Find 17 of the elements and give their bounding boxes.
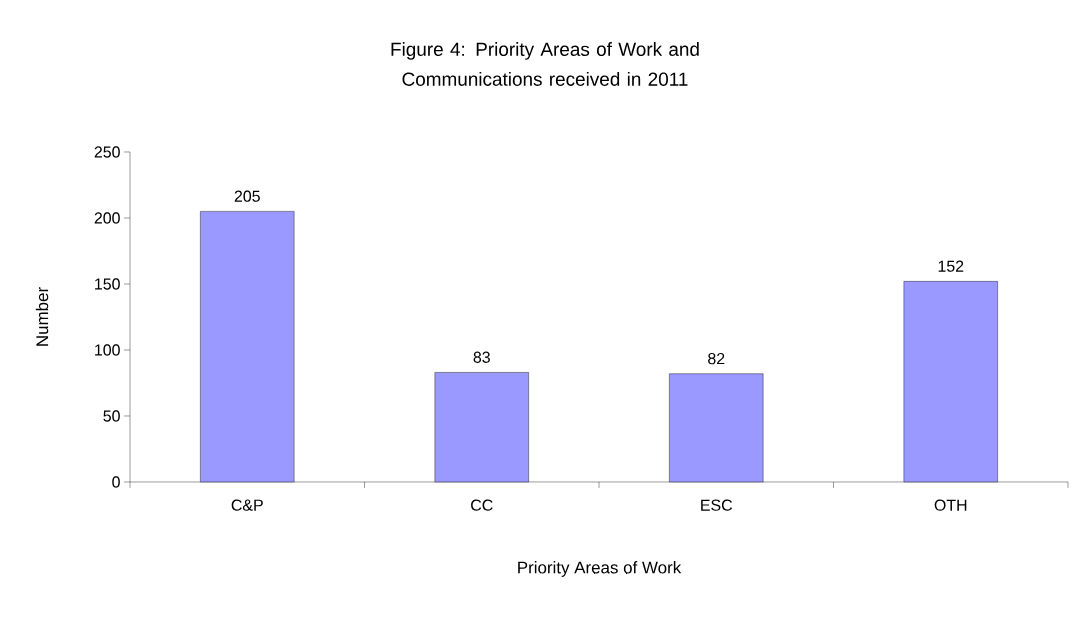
chart-title: Figure 4: Priority Areas of Work and Communications received in 2011 [391, 42, 699, 86]
data-label: 205 [234, 190, 260, 202]
x-tick-label: ESC [701, 499, 733, 511]
y-tick-label: 150 [95, 278, 120, 290]
y-tick-label: 50 [103, 410, 120, 422]
data-label: 152 [938, 260, 964, 272]
data-label: 82 [708, 352, 725, 365]
x-tick-label: OTH [934, 499, 967, 511]
x-axis-title: Priority Areas of Work [518, 561, 682, 577]
x-tick-label: C&P [231, 499, 263, 511]
y-tick-label: 250 [94, 146, 120, 158]
y-tick-label: 200 [94, 212, 120, 224]
x-tick-label: CC [471, 499, 493, 511]
y-tick-label: 100 [95, 344, 120, 356]
y-axis-title: Number [35, 287, 49, 346]
data-label: 83 [473, 351, 490, 363]
y-tick-label: 0 [112, 476, 120, 488]
